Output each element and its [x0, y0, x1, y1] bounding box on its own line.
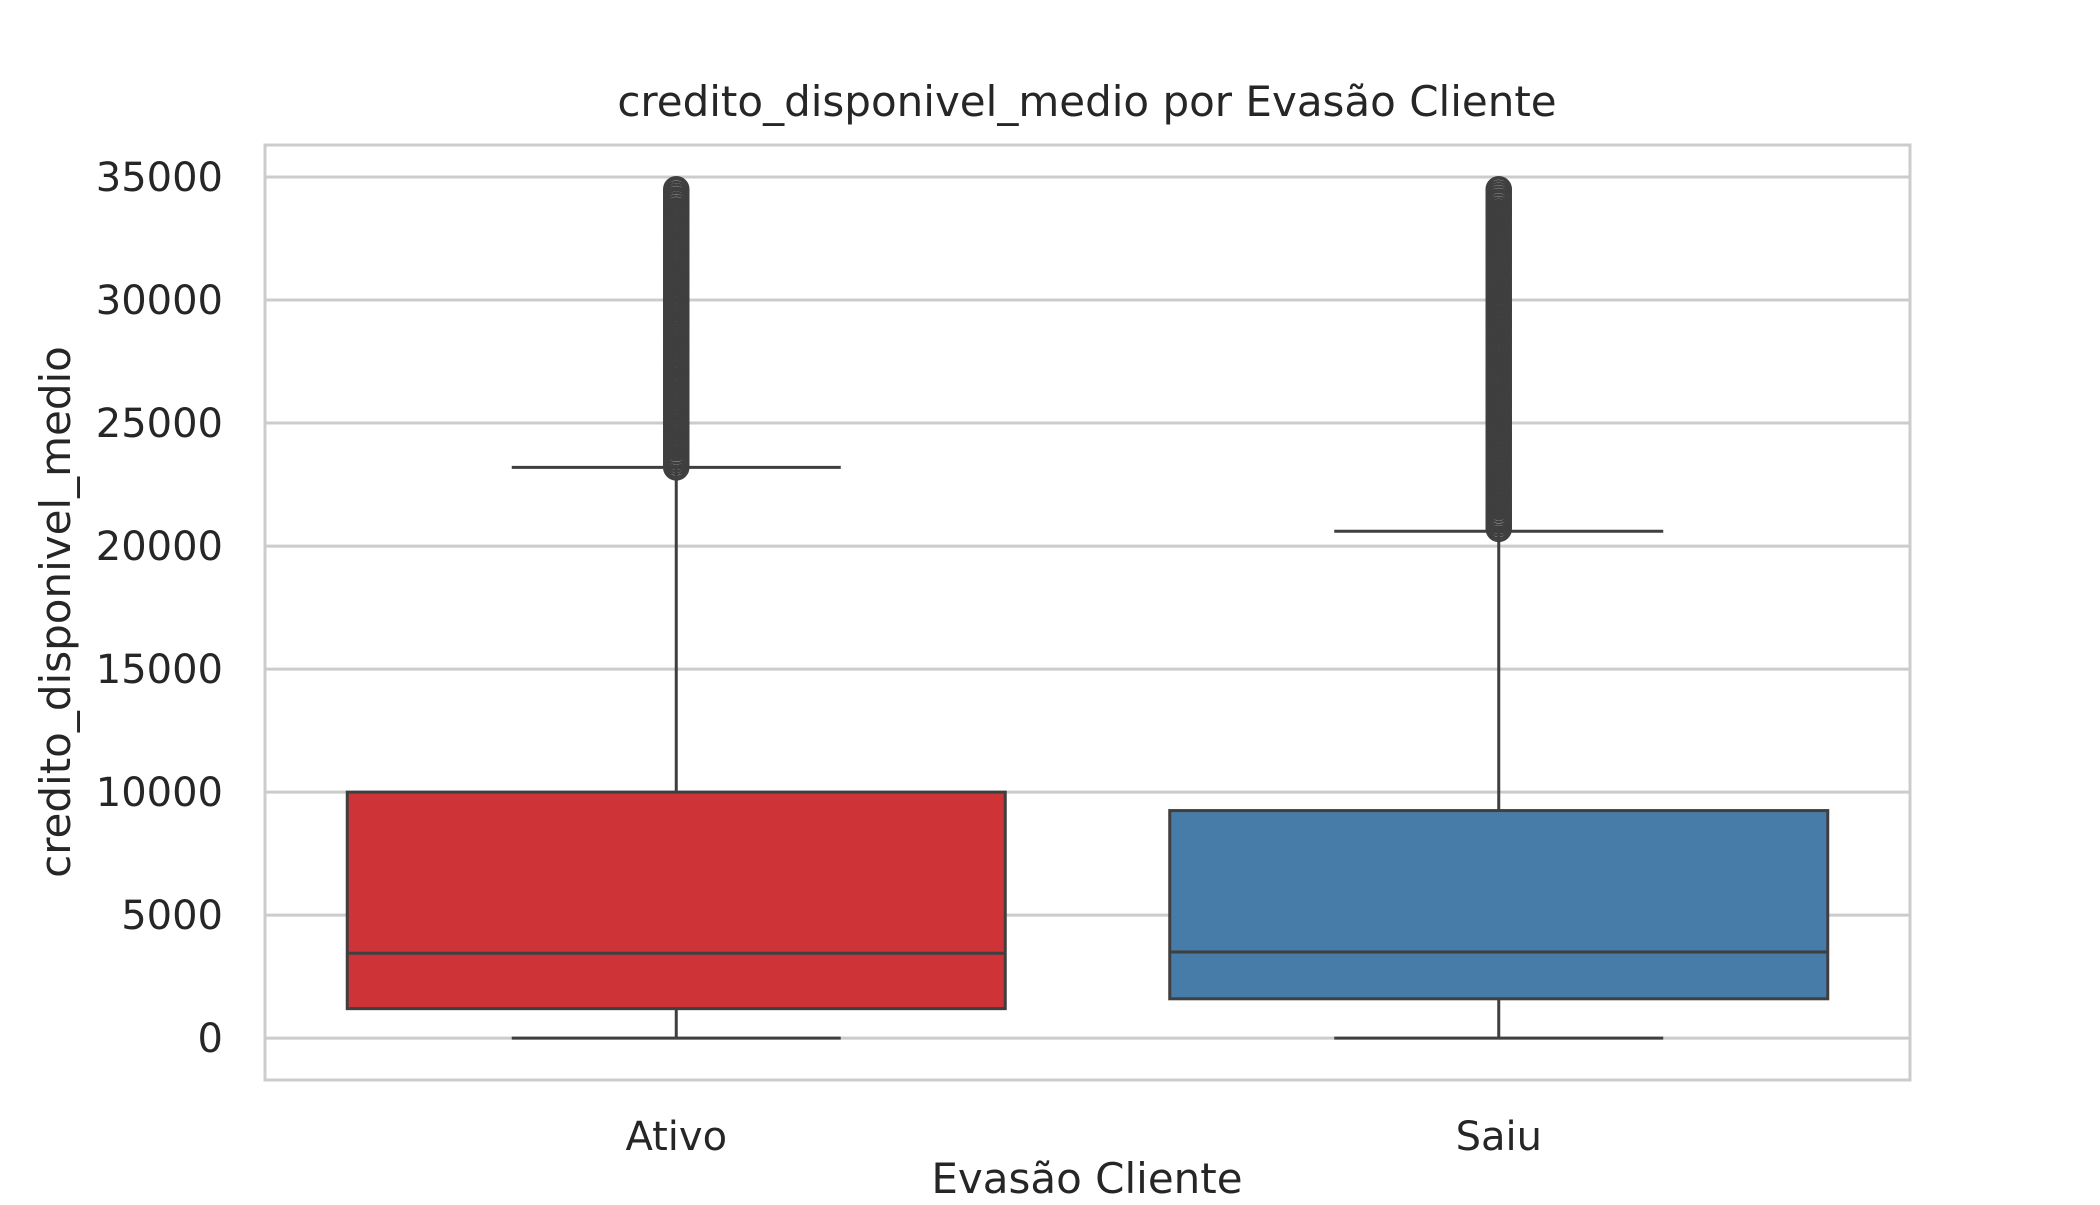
x-tick-labels: Ativo Saiu — [625, 1114, 1541, 1160]
chart-title: credito_disponivel_medio por Evasão Clie… — [617, 77, 1556, 126]
x-tick-label: Saiu — [1456, 1114, 1542, 1160]
outlier-point — [1485, 176, 1512, 203]
outlier-point — [1485, 490, 1512, 518]
y-tick-labels: 0 5000 10000 15000 20000 25000 30000 35000 — [96, 155, 223, 1062]
outlier-point — [1485, 188, 1512, 215]
outlier-point — [1485, 345, 1512, 373]
outlier-point — [1485, 244, 1512, 272]
y-axis-label: credito_disponivel_medio — [31, 346, 80, 878]
outlier-point — [663, 451, 690, 479]
outlier-point — [1485, 513, 1512, 540]
outlier-point — [1485, 503, 1512, 530]
y-tick-label: 35000 — [96, 155, 223, 201]
outlier-point — [1485, 390, 1512, 417]
y-tick-label: 30000 — [96, 278, 223, 324]
outlier-point — [663, 176, 690, 203]
outlier-point — [1485, 471, 1512, 498]
outlier-point — [1485, 404, 1512, 432]
outlier-point — [1485, 264, 1512, 292]
y-tick-label: 10000 — [96, 770, 223, 816]
box-saiu — [1168, 176, 1830, 1040]
boxes — [345, 176, 1830, 1040]
box-ativo — [345, 176, 1007, 1040]
y-tick-label: 15000 — [96, 647, 223, 693]
outlier-point — [1485, 281, 1512, 309]
outlier-point — [1485, 422, 1512, 449]
outlier-point — [1485, 451, 1512, 479]
plot-frame — [263, 143, 1912, 1082]
outlier-point — [1485, 360, 1512, 388]
outlier-point — [1485, 377, 1512, 405]
x-tick-label: Ativo — [625, 1114, 727, 1160]
y-tick-label: 0 — [198, 1016, 223, 1062]
outlier-point — [663, 188, 690, 215]
outlier-point — [1485, 311, 1512, 338]
outlier-point — [1485, 296, 1512, 324]
y-tick-label: 25000 — [96, 401, 223, 447]
outlier-point — [1485, 328, 1512, 356]
x-axis-label: Evasão Cliente — [931, 1154, 1242, 1200]
box-iqr — [345, 790, 1007, 1011]
box-iqr — [1168, 809, 1830, 1001]
y-tick-label: 20000 — [96, 524, 223, 570]
outlier-point — [663, 198, 690, 225]
y-tick-label: 5000 — [121, 893, 223, 939]
